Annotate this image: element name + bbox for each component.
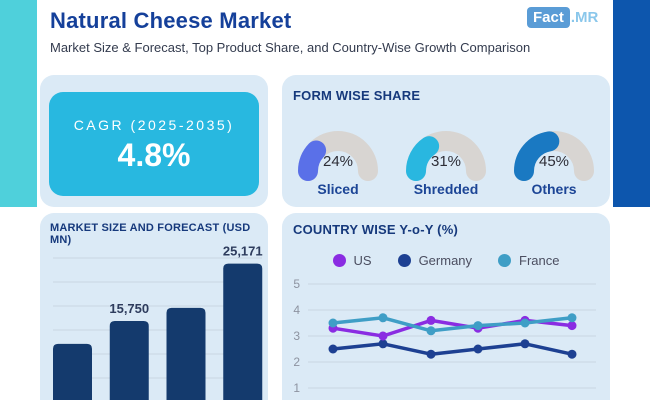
data-point-Germany <box>473 344 483 354</box>
line-chart-title: COUNTRY WISE Y-o-Y (%) <box>293 222 458 237</box>
gauge-arc <box>514 131 594 181</box>
gauge-shredded: 31% Shredded <box>396 125 496 197</box>
line-series-France <box>331 316 574 333</box>
y-axis-tick: 3 <box>293 329 300 343</box>
cagr-label: CAGR (2025-2035) <box>73 117 235 133</box>
y-axis-tick: 5 <box>293 277 300 291</box>
y-axis-tick: 1 <box>293 381 300 395</box>
legend-label: Germany <box>418 253 473 268</box>
gauge-fill <box>514 131 594 181</box>
gauge-fill <box>298 131 378 181</box>
cagr-card: CAGR (2025-2035) 4.8% <box>49 92 259 196</box>
bar <box>53 343 92 400</box>
line-chart-legend: US Germany France <box>282 253 610 268</box>
data-point-France <box>328 318 338 328</box>
data-point-France <box>567 313 577 323</box>
y-axis-tick: 2 <box>293 355 300 369</box>
legend-item-France: France <box>498 253 560 268</box>
gauges-row: 24% Sliced 31% Shredded 45% Others <box>282 125 610 197</box>
gauge-sliced: 24% Sliced <box>288 125 388 197</box>
y-axis-tick: 4 <box>293 303 300 317</box>
form-share-panel: FORM WISE SHARE 24% Sliced 31% Shredded 45% O… <box>282 75 610 207</box>
legend-label: US <box>353 253 372 268</box>
data-point-France <box>378 313 388 323</box>
legend-label: France <box>519 253 560 268</box>
page-title: Natural Cheese Market <box>50 8 292 33</box>
page-subtitle: Market Size & Forecast, Top Product Shar… <box>50 40 531 55</box>
bar-chart-title: MARKET SIZE AND FORECAST (USD MN) <box>50 222 251 246</box>
bar <box>109 321 149 400</box>
cagr-value: 4.8% <box>117 137 191 173</box>
legend-item-Germany: Germany <box>397 253 473 268</box>
country-yoy-line-chart: 5 4 3 2 1 <box>293 277 596 395</box>
data-point-Germany <box>378 339 388 349</box>
left-accent-strip <box>0 0 37 207</box>
cagr-panel: CAGR (2025-2035) 4.8% <box>40 75 268 207</box>
data-point-US <box>426 315 436 325</box>
data-point-France <box>520 318 530 328</box>
gauge-percent: 45% <box>538 153 570 170</box>
legend-dot-Germany <box>397 254 411 267</box>
gauge-percent: 31% <box>430 153 462 170</box>
gauge-arc <box>406 131 486 181</box>
data-point-Germany <box>520 339 530 349</box>
market-size-panel: MARKET SIZE AND FORECAST (USD MN) 15,750… <box>40 213 268 400</box>
gauge-percent: 24% <box>322 153 354 170</box>
data-point-Germany <box>426 349 436 359</box>
gauge-label: Others <box>531 181 577 197</box>
data-point-US <box>378 331 388 341</box>
bar-value-label: 15,750 <box>109 301 149 316</box>
data-point-France <box>473 321 483 331</box>
bar-value-label: 25,171 <box>223 244 263 259</box>
data-point-France <box>426 326 436 336</box>
legend-dot-US <box>332 254 346 267</box>
logo-mr-suffix: .MR <box>570 9 599 26</box>
bar <box>223 263 263 400</box>
data-point-Germany <box>328 344 338 354</box>
legend-dot-France <box>498 254 512 267</box>
gauge-label: Shredded <box>413 181 479 197</box>
gauge-arc <box>298 131 378 181</box>
gauge-fill <box>406 131 486 181</box>
bar <box>166 307 206 400</box>
right-accent-strip <box>613 0 650 207</box>
line-series-Germany <box>331 342 574 356</box>
country-yoy-panel: COUNTRY WISE Y-o-Y (%) US Germany France 5… <box>282 213 610 400</box>
data-point-US <box>567 321 577 331</box>
factmr-logo: Fact .MR <box>527 7 599 28</box>
data-point-Germany <box>567 349 577 359</box>
gauge-others: 45% Others <box>504 125 604 197</box>
market-size-bar-chart: 15,750 25,171 <box>53 244 263 400</box>
legend-item-US: US <box>332 253 372 268</box>
form-share-title: FORM WISE SHARE <box>293 88 421 103</box>
logo-fact-badge: Fact <box>527 7 570 28</box>
gauge-label: Sliced <box>317 181 359 197</box>
